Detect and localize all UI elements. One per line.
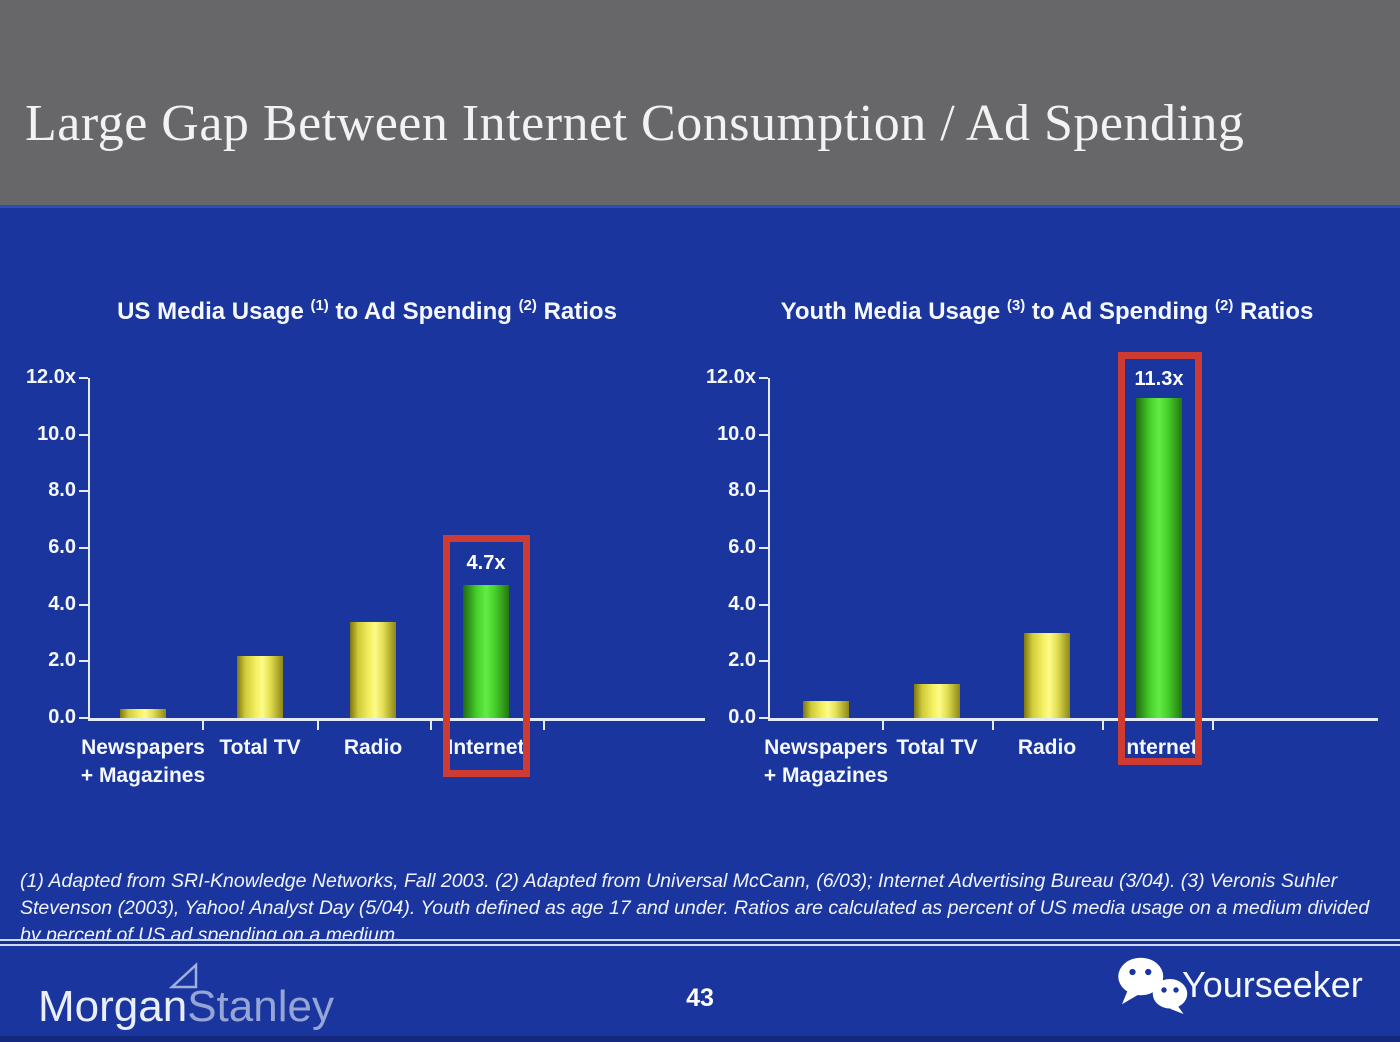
youth-ratio-chart-y-tick-mark	[759, 547, 768, 549]
yourseeker-logo-text: Yourseeker	[1182, 964, 1363, 1005]
youth-ratio-chart-y-tick-mark	[759, 603, 768, 606]
us-ratio-chart-y-tick-label: 8.0	[48, 479, 76, 502]
category-label-line: Newspapers	[764, 736, 888, 759]
us-ratio-chart-y-tick-label: 6.0	[48, 536, 76, 558]
youth-ratio-chart-bar-1	[914, 684, 960, 718]
us-ratio-chart-y-tick-mark	[79, 490, 88, 493]
page-number: 43	[686, 984, 714, 1012]
morgan-stanley-logo: MorganStanley	[38, 982, 334, 1032]
us-ratio-chart-y-tick-label: 10.0	[37, 422, 76, 445]
title-superscript: (2)	[518, 297, 537, 314]
footer-divider-line	[0, 939, 1400, 946]
title-text: Youth Media Usage	[780, 298, 1007, 325]
youth-ratio-chart-x-tick-mark	[992, 721, 994, 730]
title-text: US Media Usage	[117, 298, 311, 325]
category-label-line: Total TV	[896, 736, 978, 759]
youth-ratio-chart-x-axis	[768, 718, 1378, 721]
youth-ratio-chart-x-tick-mark	[1212, 721, 1214, 730]
us-ratio-chart-x-tick-mark	[543, 721, 545, 730]
title-text: to Ad Spending	[1025, 298, 1215, 325]
us-ratio-chart-y-tick-mark	[79, 603, 88, 606]
us-ratio-chart-title: US Media Usage (1) to Ad Spending (2) Ra…	[77, 290, 657, 328]
youth-ratio-chart-y-tick-label: 10.0	[717, 422, 756, 445]
header-divider-line	[0, 205, 1400, 208]
youth-ratio-chart-category-label: Total TV	[852, 734, 1022, 762]
wechat-icon	[1118, 957, 1188, 1014]
title-superscript: (1)	[310, 297, 329, 314]
us-ratio-chart-x-axis	[88, 718, 705, 721]
us-ratio-chart-value-label: 4.7x	[466, 552, 506, 574]
youth-ratio-chart-y-tick-label: 0.0	[728, 706, 756, 728]
us-ratio-chart-bar-2	[350, 622, 396, 718]
youth-ratio-chart-y-tick-mark	[759, 660, 768, 663]
youth-ratio-chart-x-tick-mark	[882, 721, 884, 730]
youth-ratio-chart-highlight-rect	[1118, 352, 1202, 765]
youth-ratio-chart-y-tick-label: 12.0x	[705, 366, 756, 388]
category-label-line: Total TV	[219, 736, 301, 759]
us-ratio-chart-x-tick-mark	[317, 721, 319, 730]
us-ratio-chart-y-tick-label: 12.0x	[25, 366, 76, 388]
youth-ratio-chart-category-label: Internet	[1074, 734, 1244, 762]
us-ratio-chart-y-tick-mark	[79, 717, 88, 719]
morgan-stanley-triangle-icon	[168, 962, 198, 989]
youth-ratio-chart-x-tick-mark	[1102, 721, 1104, 730]
youth-ratio-chart-bar-2	[1024, 633, 1070, 718]
youth-ratio-chart-y-tick-label: 4.0	[728, 592, 756, 615]
youth-ratio-chart-category-label: Radio	[962, 734, 1132, 762]
youth-ratio-chart-bar-3	[1136, 398, 1182, 718]
us-ratio-chart-category-label: Total TV	[175, 734, 345, 762]
us-ratio-chart-bar-0	[120, 709, 166, 718]
us-ratio-chart-category-label: Radio	[288, 734, 458, 762]
us-ratio-chart-y-tick-label: 4.0	[48, 592, 76, 615]
youth-ratio-chart-title: Youth Media Usage (3) to Ad Spending (2)…	[775, 290, 1320, 328]
youth-ratio-chart-y-tick-mark	[759, 377, 768, 379]
slide-title: Large Gap Between Internet Consumption /…	[25, 95, 1245, 152]
category-label-line: + Magazines	[763, 764, 889, 787]
title-text: Ratios	[1233, 298, 1314, 325]
title-superscript: (3)	[1006, 297, 1026, 314]
us-ratio-chart-x-tick-mark	[202, 721, 204, 730]
us-ratio-chart-y-tick-mark	[79, 377, 88, 379]
youth-ratio-chart-category-label: Newspapers + Magazines	[741, 734, 911, 790]
youth-ratio-chart-value-label: 11.3x	[1134, 368, 1184, 390]
title-text: to Ad Spending	[328, 298, 519, 325]
title-superscript: (2)	[1215, 297, 1234, 314]
us-ratio-chart-y-tick-mark	[79, 660, 88, 663]
us-ratio-chart-y-tick-mark	[79, 433, 88, 436]
logo-text-morgan: Morgan	[38, 982, 188, 1031]
slide-header: Large Gap Between Internet Consumption /…	[0, 0, 1400, 205]
bottom-edge-strip	[0, 1036, 1400, 1042]
footnote-line: (1) Adapted from SRI-Knowledge Networks,…	[20, 870, 1338, 892]
youth-ratio-chart-y-tick-label: 2.0	[728, 649, 756, 672]
footnote: (1) Adapted from SRI-Knowledge Networks,…	[20, 868, 1395, 949]
us-ratio-chart-category-label: Internet	[401, 734, 571, 762]
us-ratio-chart-y-tick-label: 2.0	[48, 649, 76, 672]
youth-ratio-chart-y-tick-mark	[759, 490, 768, 493]
category-label-line: Internet	[1120, 736, 1198, 759]
us-ratio-chart-y-tick-mark	[79, 547, 88, 549]
footnote-line: Stevenson (2003), Yahoo! Analyst Day (5/…	[20, 897, 1370, 919]
youth-ratio-chart-y-tick-mark	[759, 717, 768, 719]
category-label-line: Radio	[1017, 736, 1077, 759]
youth-ratio-chart-y-tick-label: 8.0	[728, 479, 756, 502]
category-label-line: Internet	[447, 736, 525, 759]
title-text: Ratios	[536, 298, 617, 325]
us-ratio-chart-category-label: Newspapers + Magazines	[58, 734, 228, 790]
us-ratio-chart-x-tick-mark	[430, 721, 432, 730]
us-ratio-chart-bar-3	[463, 585, 509, 718]
us-ratio-chart-highlight-rect	[443, 535, 530, 777]
youth-ratio-chart-y-axis	[768, 378, 770, 721]
us-ratio-chart-bar-1	[237, 656, 283, 718]
us-ratio-chart-y-tick-label: 0.0	[48, 706, 76, 728]
category-label-line: + Magazines	[80, 764, 206, 787]
category-label-line: Newspapers	[81, 736, 205, 759]
category-label-line: Radio	[343, 736, 403, 759]
us-ratio-chart-y-axis	[88, 378, 90, 721]
youth-ratio-chart-bar-0	[803, 701, 849, 718]
youth-ratio-chart-y-tick-mark	[759, 433, 768, 436]
logo-text-stanley: Stanley	[187, 982, 334, 1031]
youth-ratio-chart-y-tick-label: 6.0	[728, 536, 756, 558]
